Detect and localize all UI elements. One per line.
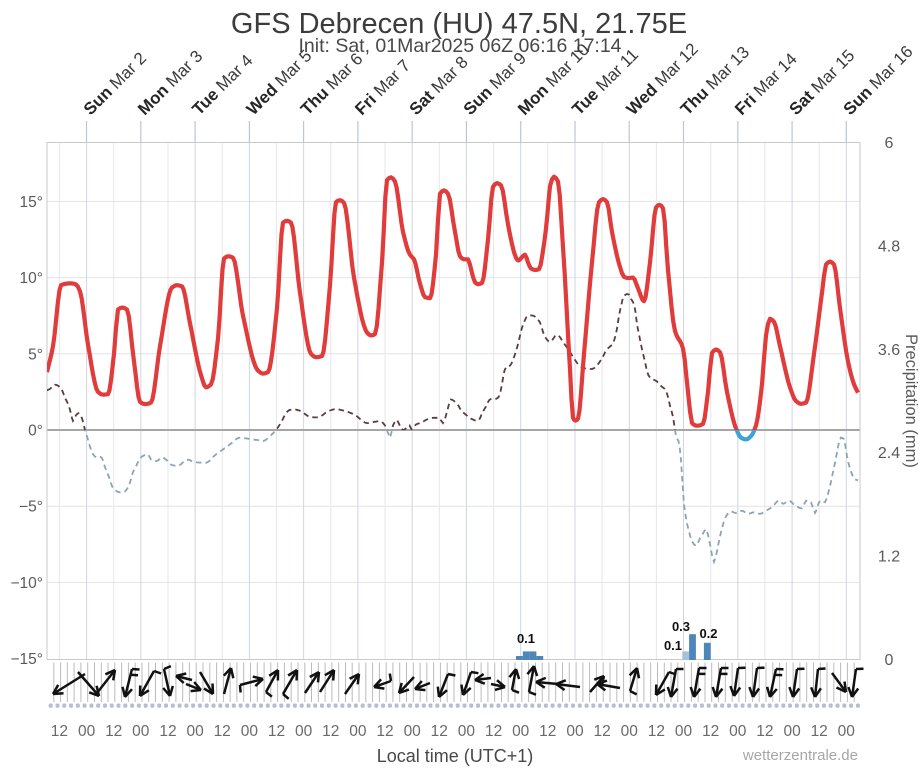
svg-text:12: 12 — [539, 723, 556, 740]
svg-text:0°: 0° — [28, 423, 43, 440]
svg-text:00: 00 — [566, 723, 584, 740]
svg-text:12: 12 — [376, 723, 393, 740]
svg-text:00: 00 — [838, 723, 856, 740]
svg-text:00: 00 — [783, 723, 801, 740]
svg-text:00: 00 — [241, 723, 259, 740]
svg-text:0.3: 0.3 — [672, 619, 690, 634]
svg-text:12: 12 — [756, 723, 773, 740]
svg-text:12: 12 — [648, 723, 665, 740]
svg-text:15°: 15° — [20, 194, 43, 211]
svg-text:0.2: 0.2 — [699, 626, 717, 641]
svg-text:−15°: −15° — [11, 651, 44, 668]
svg-text:00: 00 — [675, 723, 693, 740]
svg-text:Precipitation (mm): Precipitation (mm) — [902, 334, 920, 468]
svg-text:12: 12 — [431, 723, 448, 740]
svg-text:1.2: 1.2 — [878, 549, 900, 566]
svg-text:GFS Debrecen (HU) 47.5N, 21.75: GFS Debrecen (HU) 47.5N, 21.75E — [231, 8, 687, 40]
svg-text:12: 12 — [322, 723, 339, 740]
svg-text:0.1: 0.1 — [664, 638, 682, 653]
svg-text:−5°: −5° — [19, 499, 43, 516]
svg-text:12: 12 — [51, 723, 68, 740]
svg-text:00: 00 — [729, 723, 747, 740]
svg-text:12: 12 — [214, 723, 231, 740]
svg-text:00: 00 — [186, 723, 204, 740]
svg-text:10°: 10° — [20, 270, 43, 287]
svg-text:4.8: 4.8 — [878, 238, 900, 255]
svg-text:12: 12 — [105, 723, 122, 740]
svg-text:3.6: 3.6 — [878, 342, 900, 359]
svg-text:00: 00 — [78, 723, 96, 740]
svg-text:00: 00 — [132, 723, 150, 740]
svg-text:wetterzentrale.de: wetterzentrale.de — [742, 747, 858, 764]
svg-text:00: 00 — [512, 723, 530, 740]
svg-text:00: 00 — [458, 723, 476, 740]
svg-text:12: 12 — [702, 723, 719, 740]
svg-text:12: 12 — [593, 723, 610, 740]
svg-text:12: 12 — [485, 723, 502, 740]
svg-text:12: 12 — [159, 723, 176, 740]
svg-text:Local time (UTC+1): Local time (UTC+1) — [377, 746, 534, 766]
svg-text:0.1: 0.1 — [517, 631, 535, 646]
svg-text:00: 00 — [295, 723, 313, 740]
svg-text:0: 0 — [885, 652, 894, 669]
svg-text:12: 12 — [811, 723, 828, 740]
svg-text:−10°: −10° — [11, 575, 44, 592]
svg-text:12: 12 — [268, 723, 285, 740]
svg-text:5°: 5° — [28, 346, 43, 363]
svg-text:2.4: 2.4 — [878, 445, 900, 462]
svg-text:00: 00 — [621, 723, 639, 740]
svg-text:00: 00 — [404, 723, 422, 740]
svg-text:00: 00 — [349, 723, 367, 740]
svg-text:Init: Sat, 01Mar2025 06Z 06:16: Init: Sat, 01Mar2025 06Z 06:16 17:14 — [298, 35, 621, 57]
svg-text:6: 6 — [885, 135, 894, 152]
